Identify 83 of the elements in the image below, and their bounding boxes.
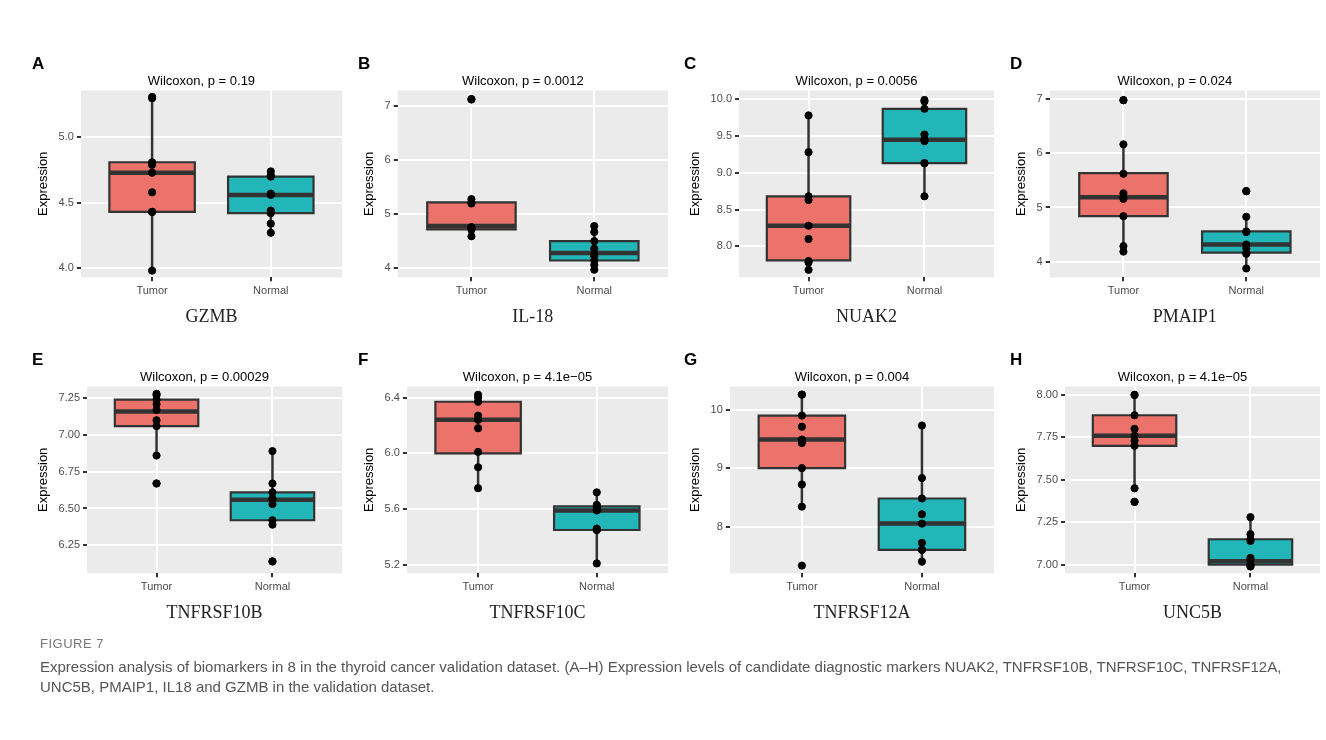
y-axis-title: Expression bbox=[1013, 151, 1029, 216]
y-axis-title: Expression bbox=[687, 151, 703, 216]
text: Wilcoxon, p = 0.024 bbox=[1117, 73, 1233, 89]
x-axis-title: TNFRSF12A bbox=[813, 601, 911, 622]
x-tick-label: Tumor bbox=[1118, 579, 1151, 592]
chart-title: G bbox=[684, 349, 698, 369]
text: Wilcoxon, p = 4.1e−05 bbox=[1117, 369, 1248, 385]
y-tick-label: 8.00 bbox=[1036, 387, 1059, 400]
y-tick-label: 4.5 bbox=[58, 195, 74, 208]
y-tick-label: 5.0 bbox=[58, 130, 74, 143]
chart-title: H bbox=[1010, 349, 1023, 369]
y-tick-label: 4.0 bbox=[58, 261, 74, 274]
y-tick-label: 7.25 bbox=[1036, 515, 1059, 528]
y-tick-label: 6.50 bbox=[58, 501, 81, 514]
y-tick-label: 6.25 bbox=[58, 538, 81, 551]
y-tick-label: 9 bbox=[716, 461, 723, 474]
text: Wilcoxon, p = 0.00029 bbox=[140, 369, 269, 385]
x-axis-title: TNFRSF10C bbox=[489, 601, 586, 622]
y-tick-label: 5.6 bbox=[384, 502, 400, 515]
text: Expression analysis of biomarkers in 8 in the thyroid cancer validation dataset. (A–H) Expression levels of candidate diagnostic markers NUAK2, TNFRSF10B, TNFRSF10C, TNFRSF12A, UNC5B, PMAIP1, IL18 and GZMB in the validation dataset. bbox=[40, 657, 1283, 697]
x-tick-label: Tumor bbox=[786, 579, 818, 592]
text: Wilcoxon, p = 0.004 bbox=[794, 369, 910, 385]
chart-title: B bbox=[358, 53, 371, 73]
y-tick-label: 7.00 bbox=[58, 427, 81, 440]
x-axis-title: IL-18 bbox=[512, 305, 554, 326]
chart-title: C bbox=[684, 53, 697, 73]
y-tick-label: 7 bbox=[384, 99, 391, 112]
y-tick-label: 7.25 bbox=[58, 391, 81, 404]
y-tick-label: 7.50 bbox=[1036, 472, 1059, 485]
y-tick-label: 10 bbox=[710, 402, 723, 415]
x-tick-label: Normal bbox=[253, 283, 289, 296]
y-axis-title: Expression bbox=[1013, 447, 1029, 512]
x-tick-label: Tumor bbox=[455, 283, 488, 296]
y-tick-label: 4 bbox=[384, 260, 391, 273]
x-axis-title: TNFRSF10B bbox=[166, 601, 263, 622]
y-axis-title: Expression bbox=[361, 447, 377, 512]
y-tick-label: 10.0 bbox=[710, 92, 733, 105]
y-axis-title: Expression bbox=[35, 447, 51, 512]
y-tick-label: 5.2 bbox=[384, 557, 400, 570]
x-tick-label: Normal bbox=[1232, 579, 1269, 592]
chart-title: A bbox=[32, 53, 45, 73]
chart-title: F bbox=[358, 349, 369, 369]
x-tick-label: Tumor bbox=[1107, 283, 1140, 296]
y-tick-label: 5 bbox=[384, 206, 391, 219]
y-tick-label: 9.5 bbox=[716, 129, 733, 142]
y-tick-label: 6.0 bbox=[384, 446, 400, 459]
y-tick-label: 7 bbox=[1036, 91, 1043, 104]
y-tick-label: 5 bbox=[1036, 200, 1043, 213]
x-tick-label: Normal bbox=[254, 579, 291, 592]
chart-title: D bbox=[1010, 53, 1023, 73]
x-tick-label: Tumor bbox=[462, 579, 495, 592]
y-tick-label: 6.4 bbox=[384, 390, 400, 403]
x-tick-label: Tumor bbox=[792, 283, 825, 296]
x-tick-label: Tumor bbox=[140, 579, 173, 592]
x-tick-label: Normal bbox=[579, 579, 615, 592]
x-axis-title: NUAK2 bbox=[836, 305, 897, 326]
y-axis-title: Expression bbox=[35, 151, 51, 216]
y-tick-label: 8 bbox=[716, 519, 723, 532]
x-axis-title: PMAIP1 bbox=[1152, 305, 1217, 326]
x-tick-label: Normal bbox=[906, 283, 943, 296]
y-tick-label: 6 bbox=[384, 152, 391, 165]
y-axis-title: Expression bbox=[687, 447, 703, 512]
y-axis-title: Expression bbox=[361, 151, 377, 216]
text: Wilcoxon, p = 0.19 bbox=[147, 73, 256, 89]
x-tick-label: Tumor bbox=[136, 283, 169, 296]
y-tick-label: 8.5 bbox=[716, 202, 733, 215]
y-tick-label: 7.75 bbox=[1036, 430, 1059, 443]
chart-title: E bbox=[32, 349, 44, 369]
x-axis-title: UNC5B bbox=[1163, 601, 1223, 622]
text: Wilcoxon, p = 0.0056 bbox=[795, 73, 918, 89]
text: Wilcoxon, p = 4.1e−05 bbox=[462, 369, 593, 385]
x-tick-label: Normal bbox=[904, 579, 940, 592]
x-tick-label: Normal bbox=[576, 283, 613, 296]
y-tick-label: 6.75 bbox=[58, 464, 81, 477]
text: FIGURE 7 bbox=[40, 636, 105, 651]
text: Wilcoxon, p = 0.0012 bbox=[461, 73, 584, 89]
y-tick-label: 4 bbox=[1036, 254, 1043, 267]
y-tick-label: 8.0 bbox=[716, 239, 733, 252]
y-tick-label: 7.00 bbox=[1036, 557, 1059, 570]
y-tick-label: 9.0 bbox=[716, 165, 733, 178]
x-tick-label: Normal bbox=[1228, 283, 1265, 296]
y-tick-label: 6 bbox=[1036, 146, 1043, 159]
x-axis-title: GZMB bbox=[185, 305, 238, 326]
